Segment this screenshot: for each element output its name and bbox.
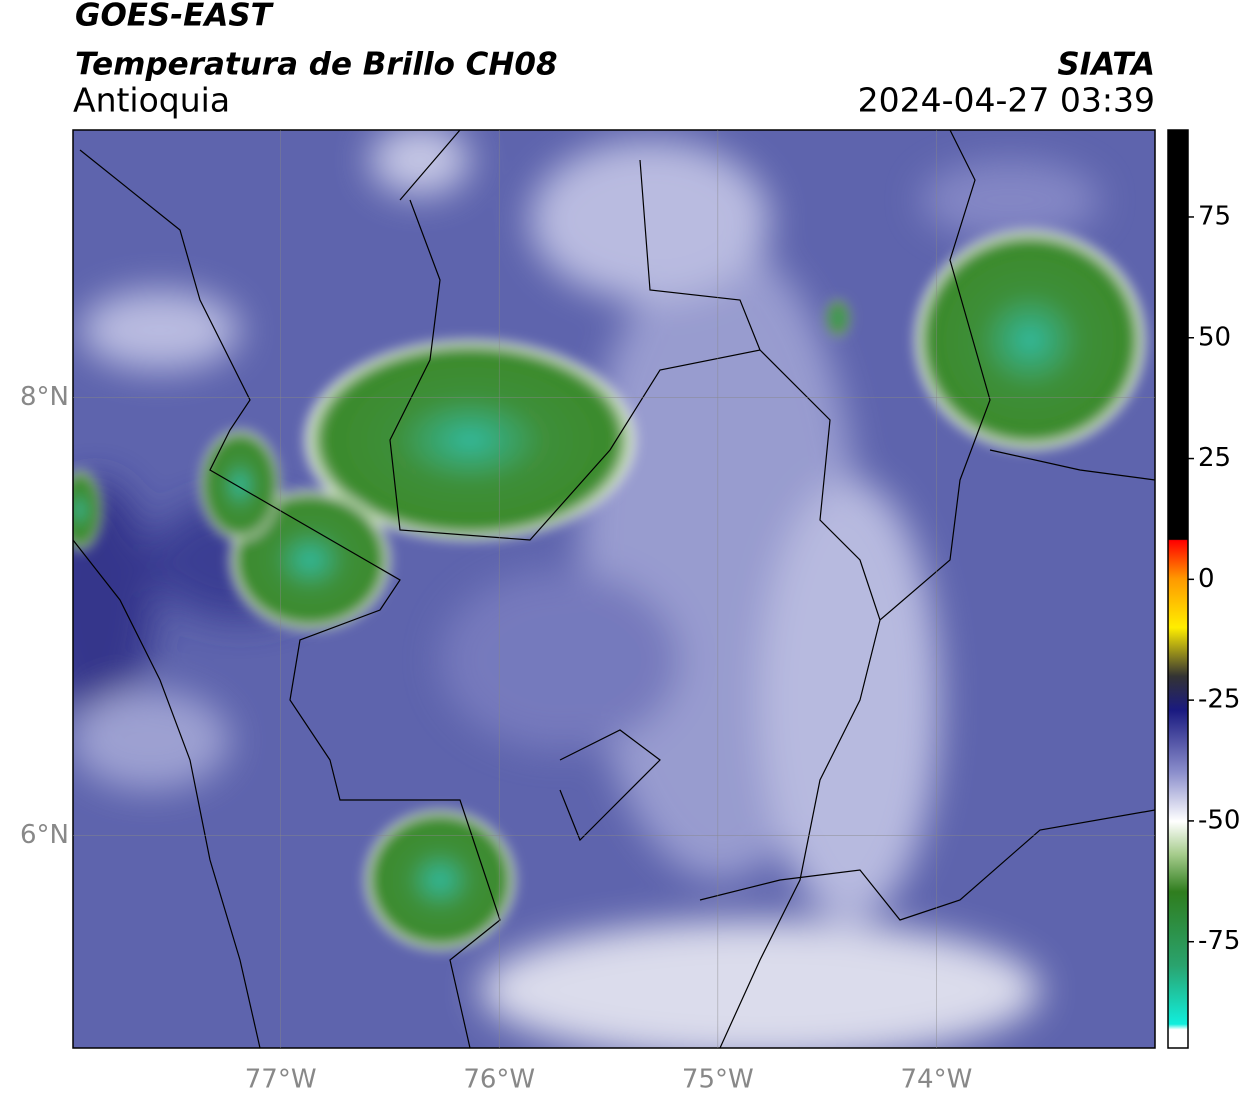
colorbar-tick-label: 0 bbox=[1198, 564, 1215, 594]
region: Antioquia bbox=[73, 81, 230, 120]
colorbar-tick-label: -25 bbox=[1198, 685, 1240, 715]
subtitle: Temperatura de Brillo CH08 bbox=[75, 47, 558, 83]
title: GOES-EAST bbox=[75, 0, 275, 34]
y-tick-label: 8°N bbox=[20, 382, 69, 412]
satellite-image bbox=[73, 130, 1155, 1048]
x-tick-label: 74°W bbox=[901, 1065, 973, 1095]
colorbar-tick-label: -75 bbox=[1198, 926, 1240, 956]
colorbar-tick-label: -50 bbox=[1198, 805, 1240, 835]
source: SIATA bbox=[1057, 47, 1155, 83]
y-tick-label: 6°N bbox=[20, 820, 69, 850]
x-tick-label: 77°W bbox=[245, 1065, 317, 1095]
x-tick-label: 76°W bbox=[463, 1065, 535, 1095]
colorbar-tick-label: 25 bbox=[1198, 443, 1231, 473]
colorbar bbox=[1167, 129, 1189, 1049]
boundaries bbox=[73, 130, 1155, 1048]
colorbar-tick-label: 50 bbox=[1198, 322, 1231, 352]
map-frame bbox=[72, 129, 1156, 1049]
x-tick-label: 75°W bbox=[682, 1065, 754, 1095]
datetime: 2024-04-27 03:39 bbox=[858, 81, 1155, 120]
colorbar-tick-label: 75 bbox=[1198, 201, 1231, 231]
